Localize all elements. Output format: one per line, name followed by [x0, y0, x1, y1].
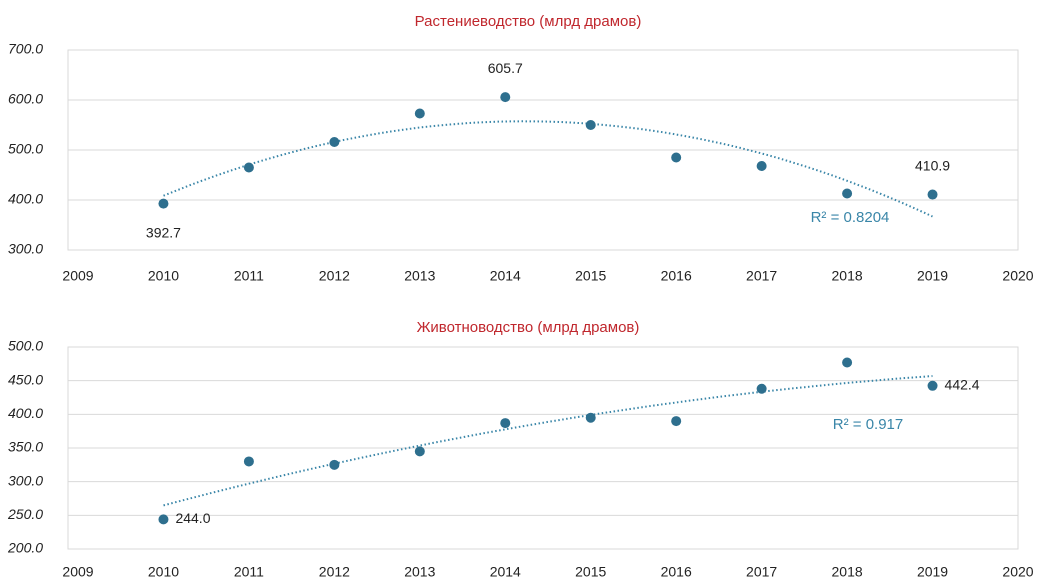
x-tick-label: 2019 — [917, 268, 948, 284]
x-tick-label: 2016 — [661, 268, 692, 284]
x-tick-label: 2010 — [148, 268, 179, 284]
plot-frame — [67, 49, 1019, 251]
x-tick-label: 2017 — [746, 564, 777, 580]
point — [927, 189, 938, 200]
x-tick-label: 2019 — [917, 564, 948, 580]
x-tick-label: 2020 — [1002, 268, 1033, 284]
x-tick-label: 2017 — [746, 268, 777, 284]
y-tick-label: 500.0 — [8, 141, 43, 157]
x-tick-label: 2010 — [148, 564, 179, 580]
point — [414, 446, 425, 457]
y-tick-label: 300.0 — [8, 241, 43, 257]
x-tick-label: 2015 — [575, 268, 606, 284]
r-squared: R² = 0.8204 — [811, 209, 890, 226]
y-tick-label: 300.0 — [8, 472, 43, 488]
point — [756, 161, 767, 171]
point — [585, 120, 596, 130]
point — [842, 357, 853, 368]
x-tick-label: 2013 — [404, 268, 435, 284]
point — [329, 459, 340, 470]
point — [243, 162, 254, 173]
point — [500, 92, 511, 103]
y-tick-label: 450.0 — [8, 371, 43, 387]
point — [414, 108, 425, 119]
point — [671, 416, 682, 427]
data-label: 410.9 — [915, 157, 950, 173]
x-tick-label: 2011 — [234, 268, 264, 284]
point — [842, 188, 853, 199]
y-tick-label: 400.0 — [8, 405, 43, 421]
y-tick-label: 700.0 — [8, 41, 43, 57]
x-tick-label: 2014 — [490, 564, 521, 580]
data-label: 605.7 — [488, 60, 523, 76]
point — [500, 418, 511, 429]
point — [329, 137, 340, 147]
x-tick-label: 2012 — [319, 564, 350, 580]
y-tick-label: 350.0 — [8, 439, 43, 455]
point — [671, 152, 682, 163]
point — [927, 380, 938, 391]
chart-title: Растениеводство (млрд драмов) — [415, 13, 642, 30]
chart-title: Животноводство (млрд драмов) — [417, 319, 640, 336]
point — [158, 198, 169, 209]
data-label: 442.4 — [945, 376, 980, 392]
x-tick-label: 2018 — [832, 564, 863, 580]
x-tick-label: 2009 — [62, 268, 93, 284]
y-tick-label: 250.0 — [7, 506, 43, 522]
x-tick-label: 2009 — [62, 564, 93, 580]
point — [243, 456, 254, 467]
y-tick-label: 500.0 — [8, 338, 43, 354]
x-tick-label: 2012 — [319, 268, 350, 284]
x-tick-label: 2016 — [661, 564, 692, 580]
point — [756, 383, 767, 394]
plot-frame — [67, 346, 1019, 550]
r-squared: R² = 0.917 — [833, 416, 903, 433]
x-tick-label: 2020 — [1002, 564, 1033, 580]
x-tick-label: 2015 — [575, 564, 606, 580]
x-tick-label: 2013 — [404, 564, 435, 580]
trendline — [163, 375, 933, 507]
trendline — [163, 120, 933, 218]
point — [585, 412, 596, 423]
data-label: 244.0 — [175, 510, 210, 526]
x-tick-label: 2011 — [234, 564, 264, 580]
x-tick-label: 2014 — [490, 268, 521, 284]
x-tick-label: 2018 — [832, 268, 863, 284]
data-label: 392.7 — [146, 224, 181, 240]
point — [158, 514, 169, 525]
y-tick-label: 200.0 — [7, 540, 43, 556]
y-tick-label: 600.0 — [8, 91, 43, 107]
y-tick-label: 400.0 — [8, 191, 43, 207]
